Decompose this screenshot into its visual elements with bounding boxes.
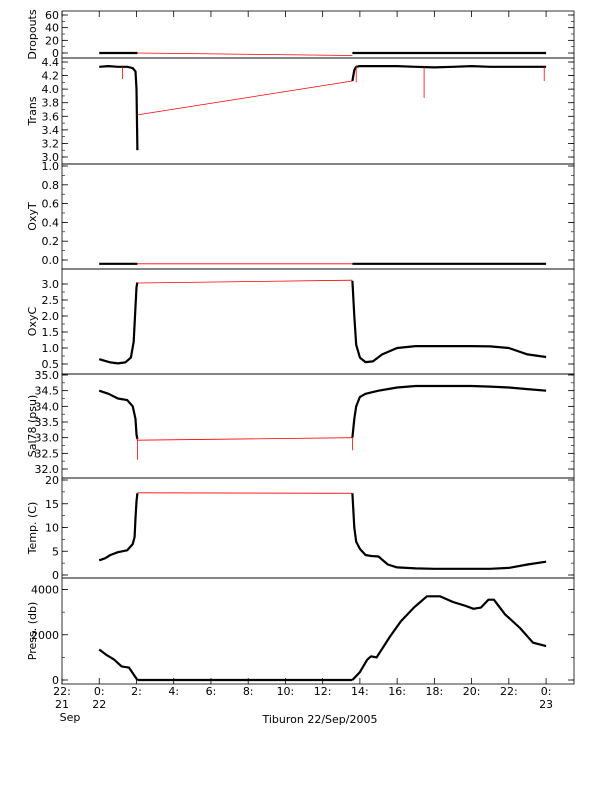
y-tick-label: 10 bbox=[45, 522, 59, 535]
panel-frame bbox=[61, 10, 575, 59]
y-tick-label: 20 bbox=[45, 474, 59, 487]
x-tick-label: 0: bbox=[94, 685, 105, 698]
y-tick-label: 3.6 bbox=[42, 110, 60, 123]
panel-3: 0.0 0.2 0.4 0.6 0.8 1.0 OxyT bbox=[26, 160, 575, 270]
y-tick-label: 33.5 bbox=[35, 416, 60, 429]
y-axis-label: OxyC bbox=[26, 307, 39, 337]
interpolated-series-line bbox=[137, 437, 353, 441]
y-tick-label: 3.0 bbox=[42, 278, 60, 291]
data-series-line bbox=[98, 493, 139, 562]
y-axis-label: Trans bbox=[26, 96, 39, 126]
y-tick-label: 4000 bbox=[31, 584, 59, 597]
x-tick-label: 12: bbox=[314, 685, 332, 698]
y-tick-label: 1.0 bbox=[42, 342, 60, 355]
x-tick-label: 8: bbox=[243, 685, 254, 698]
y-tick-label: 0.0 bbox=[42, 254, 60, 267]
y-tick-label: 3.2 bbox=[42, 137, 60, 150]
y-tick-label: 34.5 bbox=[35, 385, 60, 398]
y-axis-label: Press. (db) bbox=[26, 602, 39, 661]
panel-frame bbox=[61, 373, 575, 479]
y-tick-label: 0.5 bbox=[42, 358, 60, 371]
data-series-line bbox=[351, 64, 547, 82]
panel-frame bbox=[61, 268, 575, 375]
x-tick-label: 14: bbox=[351, 685, 369, 698]
y-tick-label: 32.0 bbox=[35, 463, 60, 476]
x-tick-label: 6: bbox=[206, 685, 217, 698]
y-axis-label: Temp. (C) bbox=[26, 502, 39, 556]
y-tick-label: 15 bbox=[45, 498, 59, 511]
y-tick-label: 4.4 bbox=[42, 56, 60, 69]
chart-panels: 0204060Dropouts3.03.23.43.63.84.04.24.4T… bbox=[26, 9, 575, 687]
y-tick-label: 40 bbox=[45, 22, 59, 35]
x-month-label: Sep bbox=[60, 711, 81, 724]
y-axis-label: Sal78 (psu) bbox=[26, 395, 39, 458]
y-tick-label: 32.5 bbox=[35, 447, 60, 460]
y-tick-label: 20 bbox=[45, 34, 59, 47]
interpolated-series-line bbox=[137, 279, 353, 284]
y-tick-label: 3.0 bbox=[42, 151, 60, 164]
y-tick-label: 4.2 bbox=[42, 70, 60, 83]
data-series-line bbox=[98, 282, 139, 365]
data-series-line bbox=[351, 280, 547, 364]
x-tick-day-label: 23 bbox=[539, 698, 553, 711]
x-tick-label: 22: bbox=[53, 685, 71, 698]
data-series-line bbox=[98, 389, 139, 440]
panel-frame bbox=[61, 577, 575, 685]
y-tick-label: 34.0 bbox=[35, 400, 60, 413]
panel-7: 0 2000 4000 Press. (db) bbox=[26, 577, 575, 687]
panel-frame bbox=[61, 57, 575, 165]
y-tick-label: 2.5 bbox=[42, 294, 60, 307]
y-tick-label: 35.0 bbox=[35, 369, 60, 382]
y-tick-label: 5 bbox=[52, 545, 59, 558]
y-tick-label: 0.4 bbox=[42, 216, 60, 229]
panel-2: 3.03.23.43.63.84.04.24.4 Trans bbox=[26, 56, 575, 165]
y-tick-label: 0 bbox=[52, 674, 59, 687]
x-tick-day-label: 21 bbox=[55, 698, 69, 711]
data-series-line bbox=[351, 595, 547, 681]
y-tick-label: 0.8 bbox=[42, 179, 60, 192]
x-tick-label: 2: bbox=[131, 685, 142, 698]
data-series-line bbox=[351, 493, 547, 570]
y-tick-label: 3.8 bbox=[42, 97, 60, 110]
x-tick-label: 20: bbox=[463, 685, 481, 698]
panel-frame bbox=[61, 163, 575, 270]
data-series-line bbox=[351, 384, 547, 438]
y-axis-label: OxyT bbox=[26, 202, 39, 231]
x-tick-label: 16: bbox=[388, 685, 406, 698]
x-tick-label: 0: bbox=[541, 685, 552, 698]
chart-footer-caption: Tiburon 22/Sep/2005 bbox=[261, 713, 377, 726]
x-tick-label: 4: bbox=[168, 685, 179, 698]
time-axis: 22:210:222: 4: 6: 8: 10: 12: 14: 16: 18: 20: 22: 0:… bbox=[53, 11, 553, 724]
x-tick-label: 10: bbox=[277, 685, 295, 698]
y-tick-label: 2.0 bbox=[42, 310, 60, 323]
data-series-line bbox=[98, 648, 139, 681]
interpolated-series-line bbox=[137, 80, 353, 116]
x-tick-day-label: 22 bbox=[92, 698, 106, 711]
y-tick-label: 4.0 bbox=[42, 83, 60, 96]
panel-6: 0 5 10 15 20 Temp. (C) bbox=[26, 474, 575, 582]
y-tick-label: 0.6 bbox=[42, 198, 60, 211]
x-tick-label: 22: bbox=[500, 685, 518, 698]
y-tick-label: 2000 bbox=[31, 629, 59, 642]
y-tick-label: 1.5 bbox=[42, 326, 60, 339]
y-tick-label: 1.0 bbox=[42, 160, 60, 173]
panel-4: 0.5 1.0 1.5 2.0 2.5 3.0 OxyC bbox=[26, 268, 575, 375]
interpolated-series-line bbox=[137, 492, 353, 494]
y-tick-label: 0 bbox=[52, 569, 59, 582]
x-tick-label: 18: bbox=[426, 685, 444, 698]
y-tick-label: 33.0 bbox=[35, 432, 60, 445]
y-tick-label: 0 bbox=[52, 47, 59, 60]
y-tick-label: 60 bbox=[45, 9, 59, 22]
data-series-line bbox=[99, 64, 139, 151]
interpolated-series-line bbox=[137, 52, 353, 56]
y-tick-label: 3.4 bbox=[42, 124, 60, 137]
panel-5: 32.0 32.5 33.0 33.5 34.0 34.5 35.0 Sal78 (psu) bbox=[26, 369, 575, 479]
y-tick-label: 0.2 bbox=[42, 235, 60, 248]
y-axis-label: Dropouts bbox=[26, 9, 39, 59]
